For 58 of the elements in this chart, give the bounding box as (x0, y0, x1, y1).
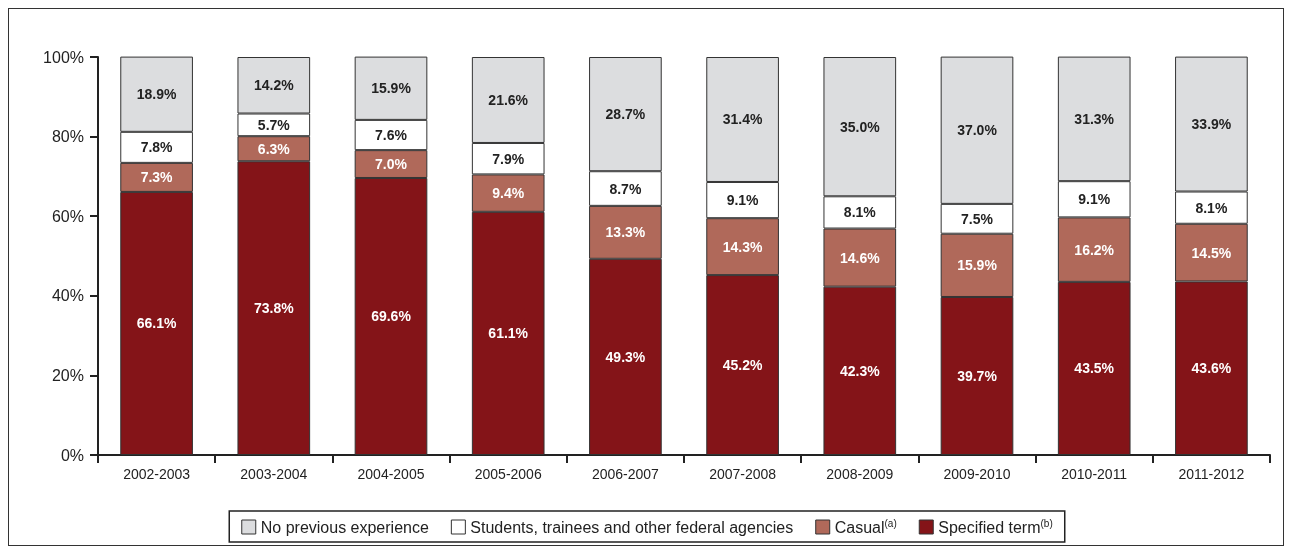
data-label: 13.3% (605, 224, 646, 241)
data-label: 37.0% (957, 122, 998, 139)
data-label: 7.5% (961, 210, 994, 227)
x-tick-label: 2002-2003 (123, 466, 191, 482)
data-label: 39.7% (957, 368, 998, 384)
x-tick-label: 2009-2010 (943, 466, 1011, 482)
data-label: 14.3% (722, 238, 763, 255)
data-label: 16.2% (1074, 241, 1115, 258)
data-label: 15.9% (957, 257, 998, 274)
data-label: 43.5% (1074, 360, 1115, 377)
y-tick-label: 20% (51, 366, 84, 384)
x-tick-label: 2005-2006 (474, 466, 542, 482)
data-label: 9.1% (726, 192, 760, 209)
data-label: 14.2% (253, 77, 295, 94)
data-label: 8.1% (1195, 199, 1228, 216)
data-label: 15.9% (371, 80, 412, 97)
data-label: 6.3% (257, 140, 291, 157)
data-label: 14.6% (839, 249, 881, 266)
y-tick-label: 80% (51, 128, 84, 146)
data-label: 5.7% (257, 116, 291, 133)
data-label: 69.6% (371, 308, 412, 325)
data-label: 7.6% (375, 127, 408, 144)
x-tick-label: 2004-2005 (357, 466, 425, 482)
data-label: 43.6% (1191, 360, 1232, 377)
y-tick-label: 60% (51, 207, 84, 225)
data-label: 45.2% (722, 357, 763, 374)
data-label: 8.7% (609, 180, 642, 197)
x-tick-label: 2006-2007 (591, 466, 660, 482)
data-label: 73.8% (253, 300, 295, 317)
y-tick-label: 0% (60, 446, 84, 464)
data-label: 14.5% (1191, 244, 1232, 261)
data-label: 31.3% (1074, 110, 1115, 127)
data-label: 21.6% (488, 91, 529, 108)
data-label: 9.1% (1078, 191, 1111, 208)
legend-label: Students, trainees and other federal agencies (470, 518, 794, 536)
x-tick-label: 2010-2011 (1061, 466, 1128, 482)
data-label: 42.3% (839, 362, 881, 379)
x-tick-label: 2008-2009 (826, 466, 894, 482)
data-label: 61.1% (488, 325, 529, 342)
y-tick-label: 100% (43, 48, 84, 66)
x-tick-label: 2003-2004 (240, 466, 308, 482)
data-label: 28.7% (605, 106, 646, 123)
data-label: 66.1% (136, 315, 177, 332)
x-tick-label: 2007-2008 (709, 466, 777, 482)
data-label: 9.4% (492, 185, 525, 202)
data-label: 35.0% (839, 118, 881, 135)
data-label: 18.9% (136, 86, 177, 103)
data-label: 7.3% (140, 169, 174, 186)
data-label: 8.1% (843, 204, 877, 221)
y-tick-label: 40% (51, 287, 84, 305)
data-label: 7.8% (140, 139, 174, 156)
data-label: 49.3% (605, 348, 646, 365)
data-label: 7.0% (375, 156, 408, 173)
data-label: 31.4% (722, 111, 763, 128)
data-label: 7.9% (492, 150, 525, 167)
legend-label: No previous experience (260, 518, 429, 536)
data-label: 33.9% (1191, 116, 1232, 133)
x-tick-label: 2011-2012 (1178, 466, 1245, 482)
